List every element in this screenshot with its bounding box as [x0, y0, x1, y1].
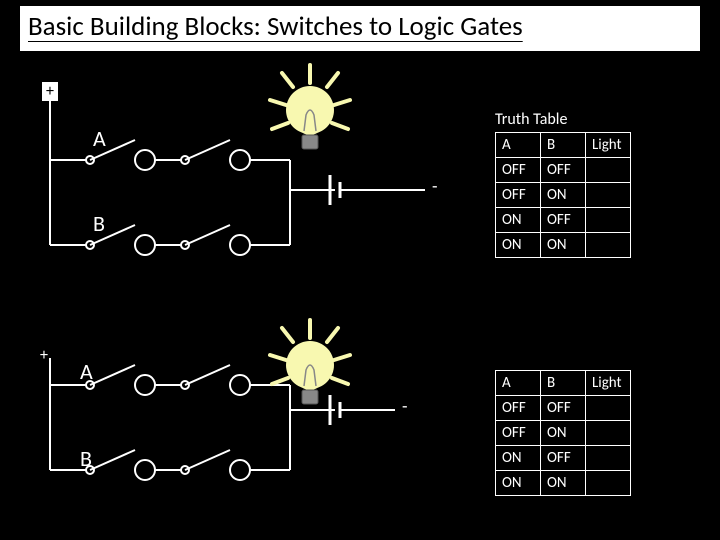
plus-label-1: + — [42, 82, 58, 101]
switch-a-label-1: A — [93, 125, 106, 152]
minus-label-2: - — [402, 395, 408, 417]
bulb-series — [250, 55, 370, 175]
truth-table-heading: Truth Table — [495, 110, 567, 129]
minus-label-1: - — [432, 175, 438, 197]
circuit-series — [30, 70, 460, 300]
truth-table-2: A B Light OFFOFF OFFON ONOFF ONON — [495, 370, 631, 496]
table-row: ONON — [496, 233, 631, 258]
bulb-parallel — [250, 310, 370, 430]
circuit-parallel — [30, 340, 460, 530]
table-row: A B Light — [496, 371, 631, 396]
table-row: ONOFF — [496, 208, 631, 233]
col-a: A — [496, 371, 541, 396]
table-row: OFFOFF — [496, 158, 631, 183]
switch-a-label-2: A — [80, 358, 93, 385]
col-a: A — [496, 133, 541, 158]
table-row: OFFON — [496, 183, 631, 208]
page-title: Basic Building Blocks: Switches to Logic… — [20, 6, 700, 51]
plus-label-2: + — [40, 346, 48, 365]
table-row: ONON — [496, 471, 631, 496]
truth-table-1: A B Light OFFOFF OFFON ONOFF ONON — [495, 132, 631, 258]
col-b: B — [541, 371, 586, 396]
switch-b-label-2: B — [80, 445, 92, 472]
table-row: OFFOFF — [496, 396, 631, 421]
col-light: Light — [586, 133, 631, 158]
table-row: A B Light — [496, 133, 631, 158]
table-row: ONOFF — [496, 446, 631, 471]
col-light: Light — [586, 371, 631, 396]
switch-b-label-1: B — [93, 210, 105, 237]
col-b: B — [541, 133, 586, 158]
table-row: OFFON — [496, 421, 631, 446]
